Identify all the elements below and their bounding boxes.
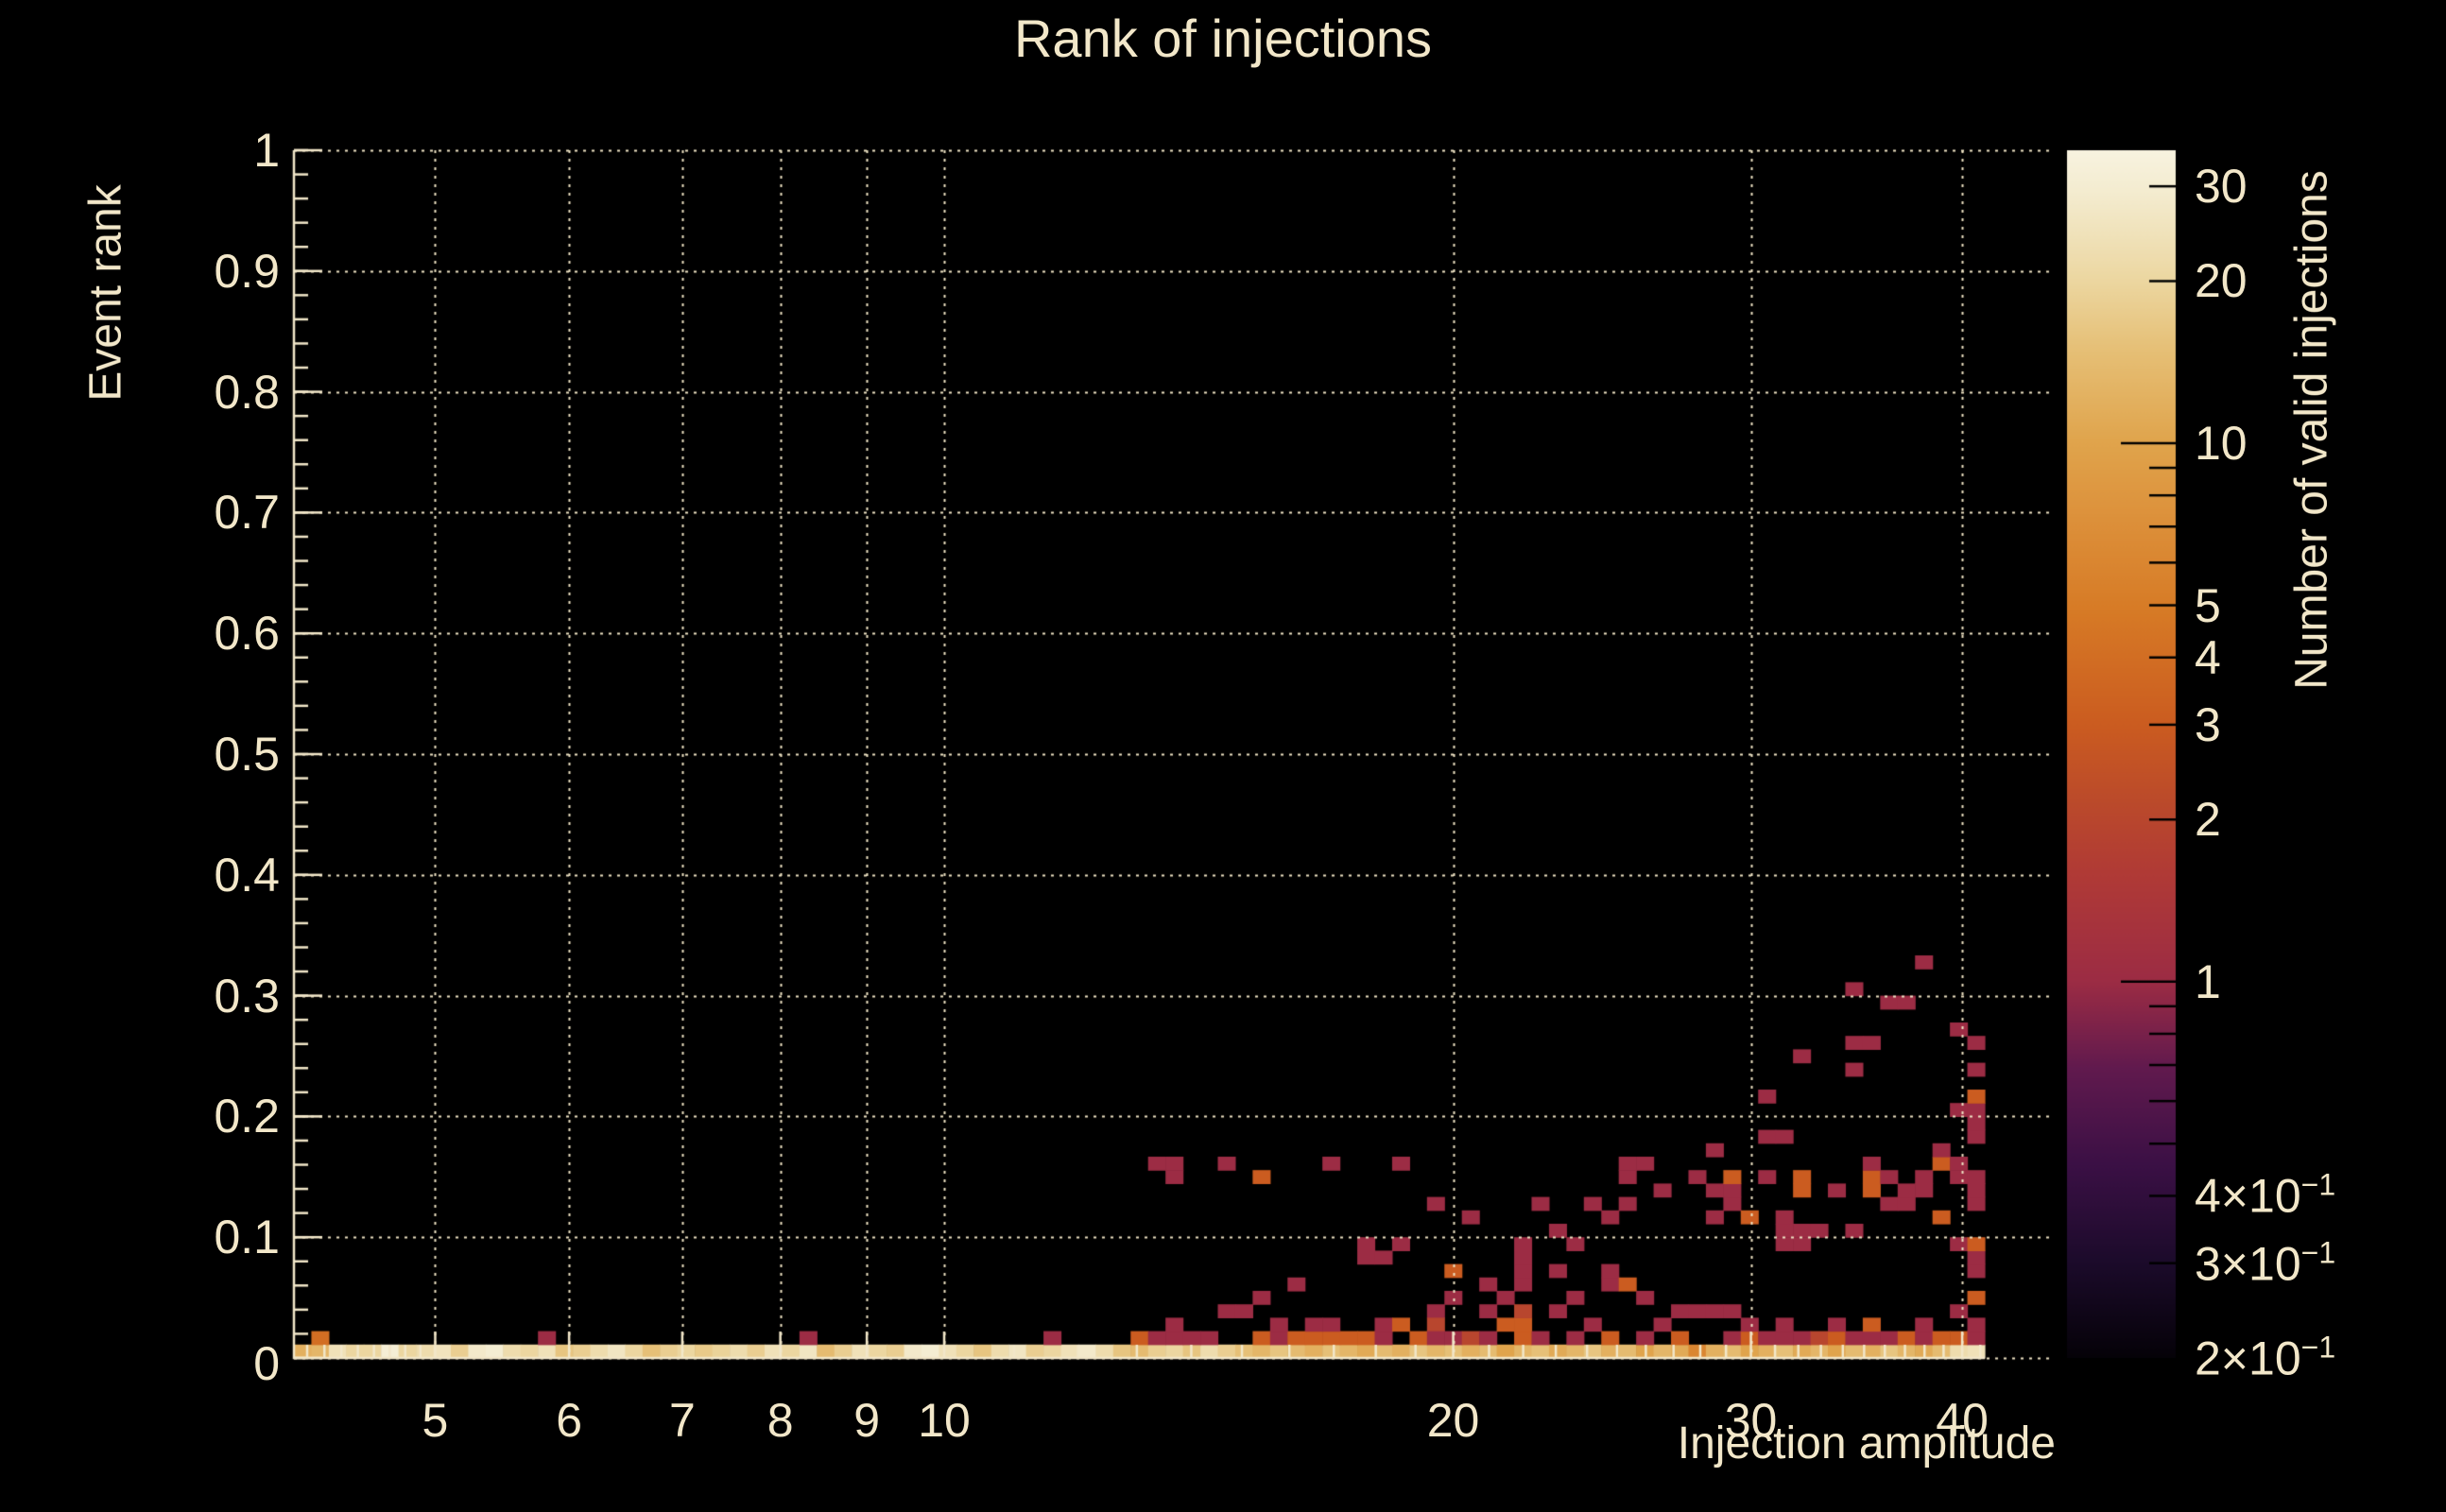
x-tick-label: 8 — [767, 1394, 794, 1447]
colorbar-tick-label: 2×10−1 — [2195, 1330, 2336, 1385]
y-tick-label: 0.1 — [214, 1211, 280, 1264]
x-tick-label: 5 — [422, 1394, 449, 1447]
x-tick-label: 10 — [918, 1394, 971, 1447]
x-tick-label: 7 — [668, 1394, 696, 1447]
x-tick-label: 30 — [1724, 1394, 1778, 1447]
colorbar-tick-label: 4×10−1 — [2195, 1168, 2336, 1223]
y-tick-label: 0 — [253, 1337, 280, 1390]
colorbar-tick-label: 10 — [2195, 416, 2248, 470]
x-tick-label: 6 — [556, 1394, 583, 1447]
colorbar-tick-label: 2 — [2195, 793, 2221, 847]
y-axis-title: Event rank — [80, 184, 131, 402]
chart-title: Rank of injections — [1013, 9, 1433, 68]
y-tick-label: 0.6 — [214, 607, 280, 661]
y-tick-label: 0.8 — [214, 365, 280, 419]
colorbar-tick-label: 3 — [2195, 697, 2221, 751]
y-tick-label: 1 — [253, 124, 280, 177]
y-tick-label: 0.9 — [214, 244, 280, 298]
colorbar-tick-label: 5 — [2195, 578, 2221, 632]
colorbar-tick-label: 20 — [2195, 254, 2248, 308]
y-tick-label: 0.7 — [214, 486, 280, 540]
x-tick-label: 9 — [853, 1394, 881, 1447]
y-tick-label: 0.2 — [214, 1090, 280, 1143]
colorbar-tick-label: 4 — [2195, 630, 2221, 684]
y-tick-label: 0.3 — [214, 969, 280, 1022]
colorbar-tick-label: 30 — [2195, 160, 2248, 214]
y-tick-label: 0.4 — [214, 848, 280, 902]
x-tick-label: 40 — [1936, 1394, 1989, 1447]
colorbar-tick-label: 1 — [2195, 954, 2221, 1008]
x-axis-title: Injection amplitude — [1677, 1418, 2056, 1469]
y-tick-label: 0.5 — [214, 728, 280, 781]
colorbar-title: Number of valid injections — [2286, 170, 2337, 690]
x-tick-label: 20 — [1426, 1394, 1480, 1447]
colorbar-tick-label: 3×10−1 — [2195, 1235, 2336, 1290]
